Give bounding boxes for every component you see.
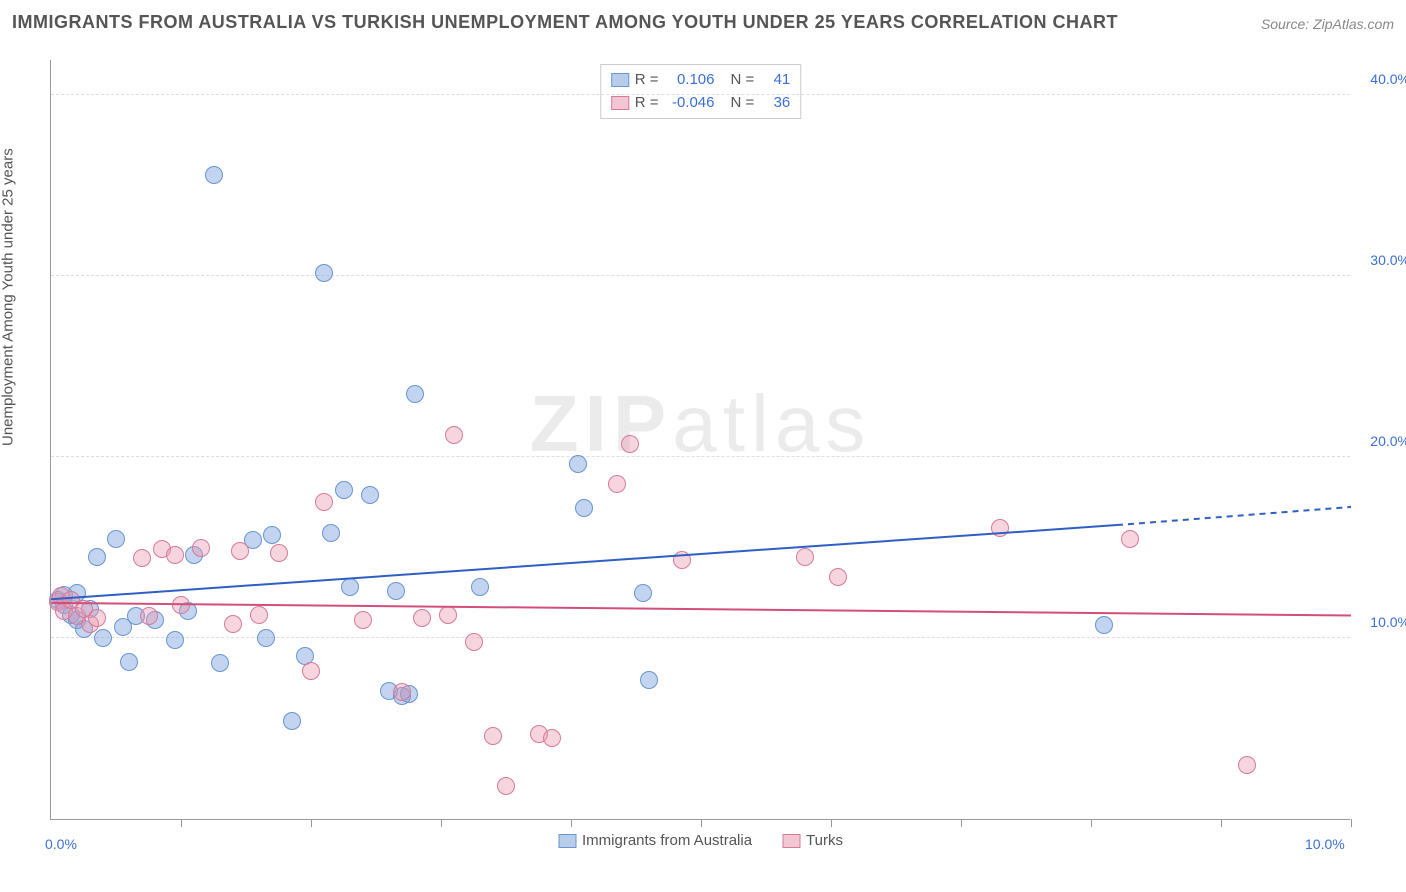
- y-tick-label: 30.0%: [1355, 252, 1406, 268]
- x-tick: [1221, 819, 1222, 827]
- legend-label: Immigrants from Australia: [582, 832, 752, 849]
- legend: Immigrants from Australia Turks: [558, 832, 843, 849]
- chart-title: IMMIGRANTS FROM AUSTRALIA VS TURKISH UNE…: [12, 12, 1118, 33]
- legend-swatch: [782, 834, 800, 848]
- x-tick: [311, 819, 312, 827]
- y-tick-label: 20.0%: [1355, 433, 1406, 449]
- x-tick: [571, 819, 572, 827]
- source-label: Source: ZipAtlas.com: [1261, 16, 1394, 32]
- y-tick-label: 10.0%: [1355, 614, 1406, 630]
- legend-item: Immigrants from Australia: [558, 832, 752, 849]
- x-axis-max-label: 10.0%: [1305, 836, 1345, 852]
- x-tick: [1091, 819, 1092, 827]
- y-tick-label: 40.0%: [1355, 71, 1406, 87]
- trend-line-dashed: [1117, 507, 1351, 525]
- trendlines-svg: [51, 60, 1351, 820]
- x-axis-min-label: 0.0%: [45, 836, 77, 852]
- x-tick: [181, 819, 182, 827]
- chart-container: IMMIGRANTS FROM AUSTRALIA VS TURKISH UNE…: [0, 0, 1406, 892]
- x-tick: [1351, 819, 1352, 827]
- y-axis-label: Unemployment Among Youth under 25 years: [0, 148, 17, 446]
- x-tick: [961, 819, 962, 827]
- trend-line: [51, 603, 1351, 616]
- legend-item: Turks: [782, 832, 843, 849]
- trend-line: [51, 525, 1117, 599]
- x-tick: [701, 819, 702, 827]
- x-tick: [831, 819, 832, 827]
- plot-area: ZIPatlas R =0.106N =41R =-0.046N =36 Imm…: [50, 60, 1350, 820]
- x-tick: [441, 819, 442, 827]
- legend-swatch: [558, 834, 576, 848]
- legend-label: Turks: [806, 832, 843, 849]
